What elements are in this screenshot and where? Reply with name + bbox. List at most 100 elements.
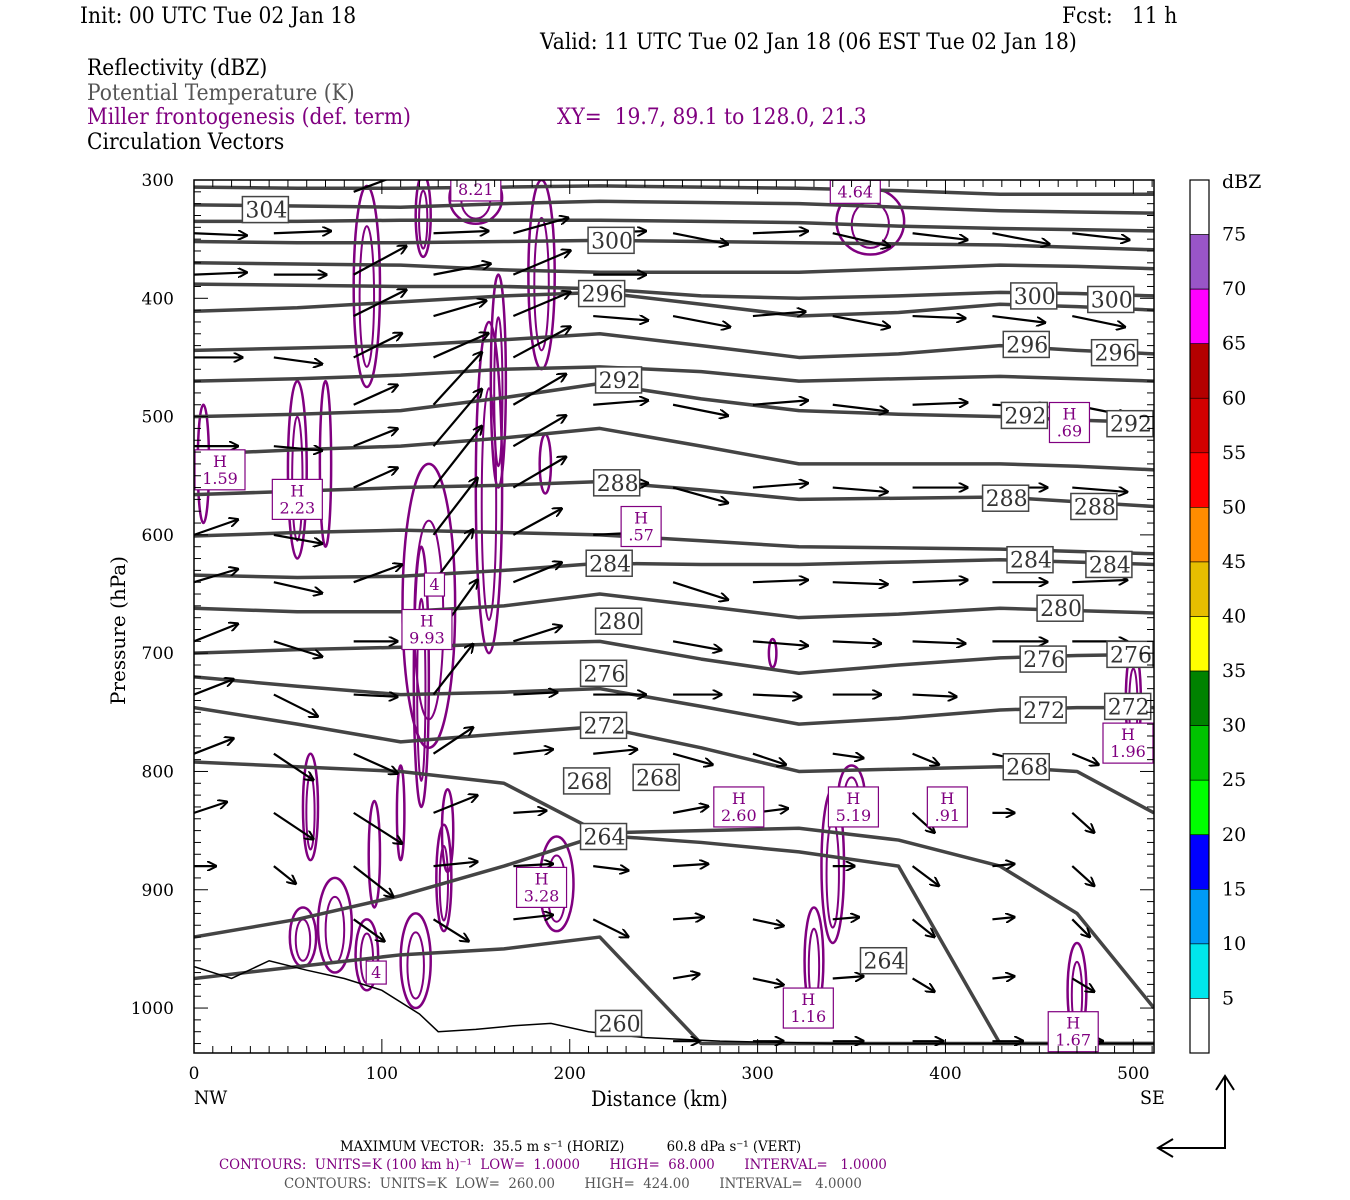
theta-contour-label: 280 <box>599 610 641 635</box>
circulation-vector <box>1071 812 1094 833</box>
circulation-vector <box>672 752 713 765</box>
colorbar-label: 35 <box>1222 660 1246 682</box>
theta-label-box <box>1103 692 1152 721</box>
colorbar-label: 10 <box>1222 933 1246 955</box>
theta-contour-label: 260 <box>599 1012 641 1037</box>
frontogenesis-max-label: 4 <box>429 575 439 594</box>
circulation-vector <box>353 752 398 774</box>
theta-label-box <box>859 946 908 975</box>
theta-label-box <box>1010 282 1058 310</box>
frontogenesis-max-label: 1.67 <box>1055 1031 1091 1050</box>
x-tick-label: 500 <box>1117 1064 1149 1084</box>
theta-label-box <box>592 469 641 497</box>
field-reflectivity: Reflectivity (dBZ) <box>87 56 268 81</box>
circulation-vector <box>513 811 546 813</box>
theta-label-box <box>585 549 633 578</box>
theta-label-box <box>594 366 643 394</box>
y-tick-label: 500 <box>142 408 174 428</box>
colorbar-segment <box>1189 998 1210 1054</box>
frontogenesis-max-label: 5.19 <box>836 806 872 825</box>
x-tick-label: 100 <box>366 1064 398 1084</box>
circulation-vector <box>1072 580 1127 582</box>
x-right-end-label: SE <box>1140 1087 1165 1109</box>
theta-label-box <box>981 484 1030 512</box>
frontogenesis-contour <box>399 912 432 1010</box>
y-tick-label: 700 <box>142 644 174 664</box>
circulation-vector <box>832 403 888 412</box>
colorbar-segment <box>1189 397 1210 454</box>
left-arrow-icon <box>1156 1138 1174 1158</box>
circulation-vector <box>912 695 957 697</box>
circulation-vector <box>992 864 1014 866</box>
circulation-vector <box>273 693 318 717</box>
theta-contour-label: 292 <box>599 369 641 394</box>
circulation-vector <box>512 374 566 406</box>
theta-contour-label: 276 <box>1023 648 1065 673</box>
field-vectors: Circulation Vectors <box>87 130 285 155</box>
frontogenesis-max-label: 9.93 <box>409 629 445 648</box>
theta-contour-label: 300 <box>1014 285 1056 310</box>
frontogenesis-contour <box>825 818 840 929</box>
theta-contour <box>194 426 1154 472</box>
x-tick-label: 300 <box>741 1064 773 1084</box>
colorbar-segment <box>1189 616 1210 672</box>
colorbar-label: 65 <box>1222 333 1246 355</box>
theta-label-box <box>579 659 628 688</box>
frontogenesis-max-label: H <box>634 509 648 528</box>
theta-contour-label: 280 <box>1040 597 1082 622</box>
theta-contour-label: 272 <box>1023 699 1065 724</box>
colorbar-segment <box>1189 779 1210 836</box>
theta-contour <box>194 218 1154 233</box>
circulation-vector <box>593 866 628 870</box>
y-tick-label: 300 <box>142 171 174 191</box>
theta-contour-label: 272 <box>584 714 626 739</box>
frontogenesis-max-label: H <box>420 612 434 631</box>
circulation-vector <box>432 918 469 941</box>
frontogenesis-max-label: .91 <box>935 806 960 825</box>
circulation-vector <box>512 562 561 584</box>
theta-label-box <box>594 1009 643 1038</box>
circulation-vector <box>593 316 648 320</box>
frontogenesis-contour <box>527 180 556 371</box>
theta-contour-label: 268 <box>636 766 678 791</box>
field-theta: Potential Temperature (K) <box>87 81 355 106</box>
circulation-vector <box>592 918 628 937</box>
theta-contour-label: 264 <box>584 826 626 851</box>
circulation-vector <box>432 727 474 755</box>
theta-label-box <box>632 763 680 792</box>
circulation-vector <box>1072 314 1125 327</box>
circulation-vector <box>832 754 864 758</box>
orientation-arrows-icon <box>1160 1078 1226 1149</box>
theta-contour-label: 292 <box>1004 404 1046 429</box>
frontogenesis-max-label: 4 <box>371 963 381 982</box>
fronto-label-box <box>1048 401 1091 444</box>
theta-label-box <box>1106 409 1154 438</box>
forecast-hour: Fcst: 11 h <box>1062 4 1178 29</box>
plot-area: 304 300 296 292 288 284 280 276 272 268 268 264 264 2… <box>194 180 1154 1053</box>
fronto-label-box <box>515 866 568 908</box>
theta-contour-label: 276 <box>1110 643 1152 668</box>
circulation-vector <box>194 802 227 814</box>
theta-label-box <box>579 822 628 851</box>
circulation-vector <box>512 457 566 489</box>
frontogenesis-max-label: 1.16 <box>791 1007 827 1026</box>
frontogenesis-max-label: H <box>535 869 549 888</box>
circulation-vector <box>512 327 570 359</box>
theta-label-box <box>562 767 611 795</box>
circulation-vector <box>911 865 939 886</box>
colorbar-label: 25 <box>1222 769 1246 791</box>
circulation-vector <box>752 641 808 645</box>
circulation-vector <box>273 752 314 780</box>
fronto-label-box <box>271 478 323 520</box>
theta-label-box <box>1106 640 1154 669</box>
frontogenesis-contour <box>324 895 346 965</box>
y-tick-label: 400 <box>142 289 174 309</box>
circulation-vector <box>353 865 394 897</box>
init-time: Init: 00 UTC Tue 02 Jan 18 <box>80 4 357 29</box>
theta-label-box <box>1070 492 1118 521</box>
circulation-vector <box>752 400 808 404</box>
circulation-vector <box>273 533 322 544</box>
theta-contour-label: 296 <box>1006 333 1048 358</box>
theta-label-box <box>1019 696 1067 724</box>
circulation-vector <box>832 582 888 584</box>
